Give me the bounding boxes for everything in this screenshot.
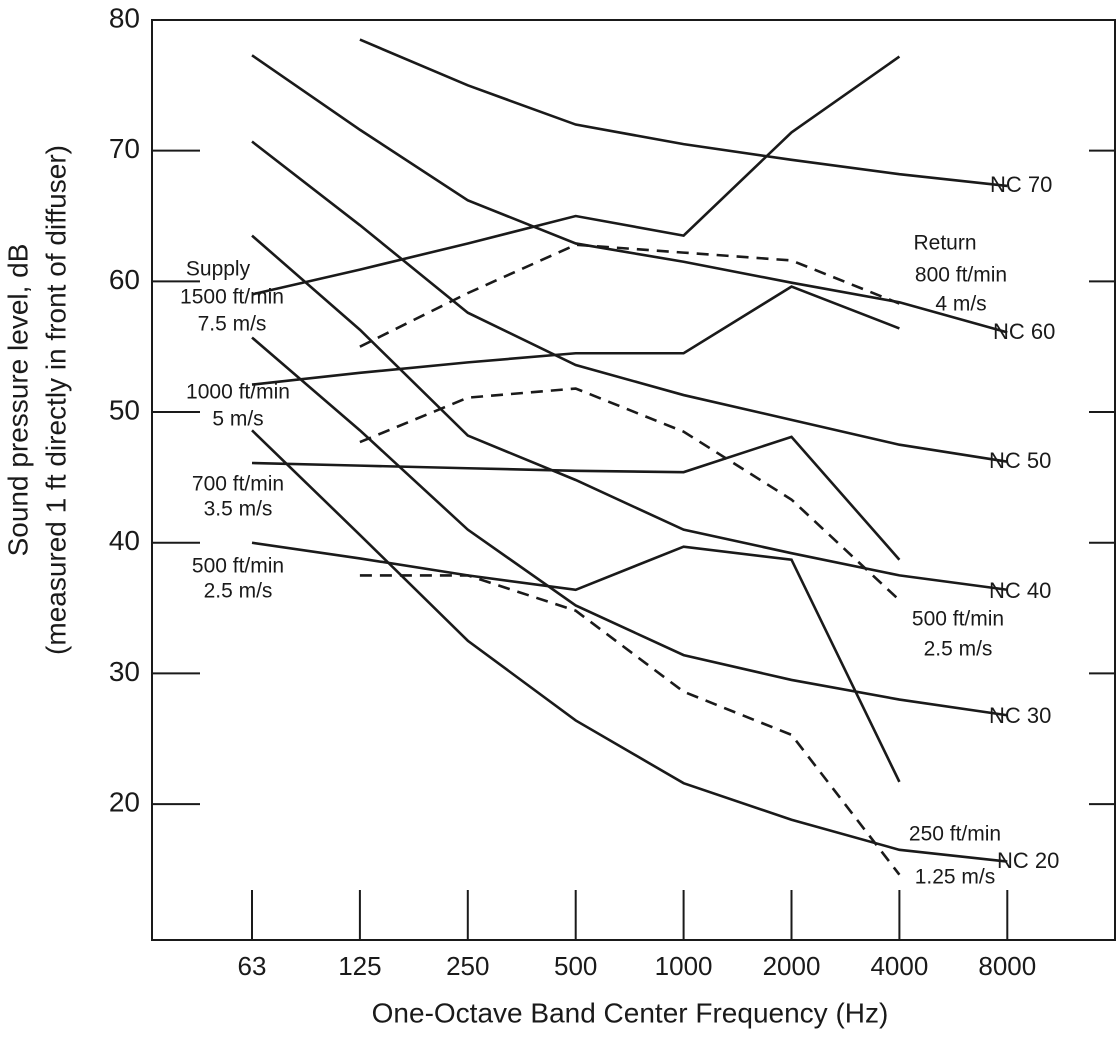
y-tick-label: 20: [109, 786, 140, 817]
series-label: NC 30: [989, 703, 1051, 728]
series-line: [251, 435, 901, 561]
series-line: [251, 429, 1008, 863]
series-label: 500 ft/min: [912, 608, 1004, 631]
x-tick-label: 8000: [978, 951, 1036, 981]
y-axis-title: Sound pressure level, dB: [2, 244, 33, 557]
series-sublabel: 1.25 m/s: [915, 866, 996, 889]
series-label: NC 50: [989, 448, 1051, 473]
series-label: 250 ft/min: [909, 823, 1001, 846]
y-tick-label: 60: [109, 264, 140, 295]
series-sublabel: 7.5 m/s: [198, 313, 267, 336]
series-label: NC 70: [990, 172, 1052, 197]
series-line: [359, 243, 900, 348]
x-tick-label: 125: [338, 951, 381, 981]
series-sublabel: 5 m/s: [212, 408, 263, 431]
x-axis-title: One-Octave Band Center Frequency (Hz): [372, 997, 889, 1028]
series-label: NC 60: [993, 319, 1055, 344]
series-label: 800 ft/min: [915, 264, 1007, 287]
series-line: [359, 38, 1008, 188]
annotation: Supply: [186, 258, 251, 281]
series-label: 500 ft/min: [192, 555, 284, 578]
y-tick-label: 70: [109, 133, 140, 164]
series-label: 1500 ft/min: [180, 286, 284, 309]
series-sublabel: 2.5 m/s: [924, 638, 993, 661]
series-label: NC 40: [989, 578, 1051, 603]
x-tick-label: 1000: [655, 951, 713, 981]
y-tick-label: 30: [109, 656, 140, 687]
y-tick-label: 40: [109, 525, 140, 556]
series-line: [251, 336, 1008, 717]
plot-frame: [151, 19, 1116, 941]
x-tick-label: 250: [446, 951, 489, 981]
x-tick-label: 63: [238, 951, 267, 981]
series-label: 1000 ft/min: [186, 381, 290, 404]
annotation: Return: [913, 232, 976, 255]
series-line: [251, 285, 900, 386]
series-line: [251, 234, 1008, 592]
y-tick-label: 50: [109, 394, 140, 425]
series-line: [251, 541, 901, 783]
x-tick-label: 4000: [870, 951, 928, 981]
series-line: [251, 54, 1008, 334]
series-label: NC 20: [997, 848, 1059, 873]
series-line: [251, 55, 901, 296]
series-sublabel: 4 m/s: [935, 293, 986, 316]
x-tick-label: 2000: [763, 951, 821, 981]
series-line: [359, 387, 901, 602]
y-tick-label: 80: [109, 2, 140, 33]
series-sublabel: 3.5 m/s: [204, 498, 273, 521]
series-line: [251, 140, 1008, 463]
x-tick-label: 500: [554, 951, 597, 981]
series-label: 700 ft/min: [192, 473, 284, 496]
series-sublabel: 2.5 m/s: [204, 580, 273, 603]
series-line: [359, 574, 901, 876]
y-axis-subtitle: (measured 1 ft directly in front of diff…: [40, 145, 71, 655]
